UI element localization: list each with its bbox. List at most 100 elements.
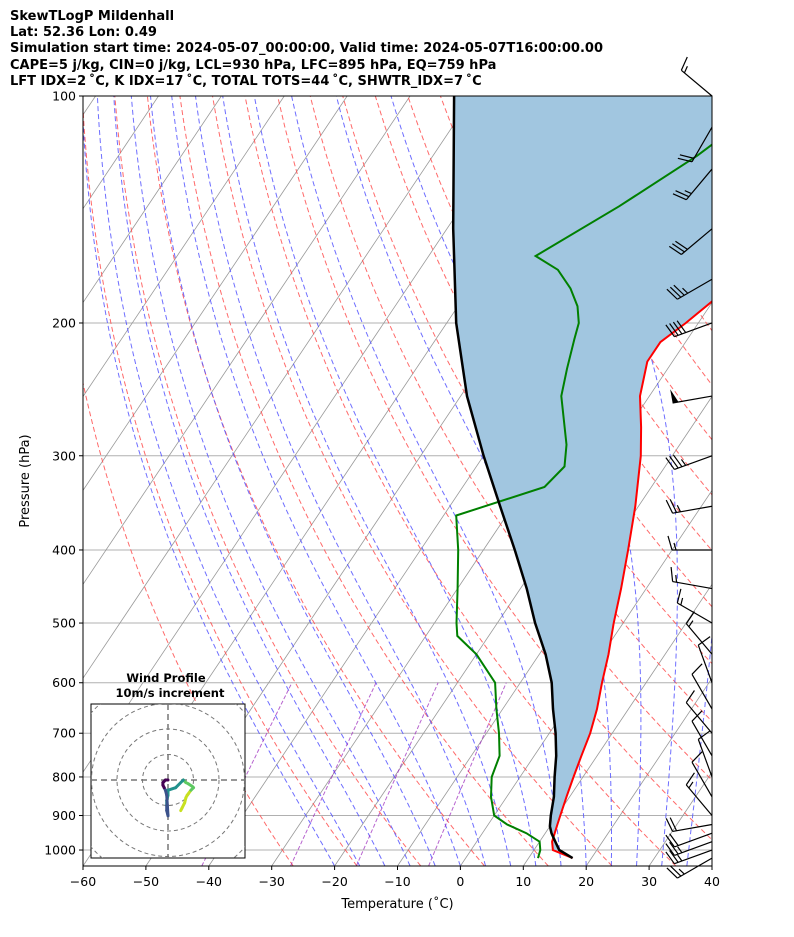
barb-full [675,240,688,250]
isotherm-line [83,96,96,116]
barb-full [680,56,688,71]
barb-half [688,781,694,789]
dry-adiabat-line [114,96,422,866]
barb-full [672,193,687,201]
barb-full [665,324,675,338]
barb-staff [685,702,713,734]
y-tick-label: 200 [52,315,76,330]
barb-full [665,457,675,470]
moist-adiabat-line [291,96,562,866]
wind-barb [667,535,712,551]
barb-pennant [670,389,679,404]
wind-barb [680,56,713,97]
barb-full [685,611,695,624]
barb-full [691,663,703,675]
barb-staff [685,784,713,816]
wind-barb [691,751,713,798]
barb-full [669,499,678,513]
dry-adiabat-line [505,96,712,441]
wind-barb [672,168,713,201]
barb-staff [672,823,713,833]
profile-lines-layer [451,96,712,860]
dry-adiabat-line [146,96,485,866]
y-tick-label: 400 [52,542,76,557]
barb-staff [697,739,713,778]
barb-staff [691,126,713,163]
time-line: Simulation start time: 2024-05-07_00:00:… [10,41,603,57]
barb-half [688,620,694,628]
barb-full [676,320,687,333]
x-tick-label: −60 [70,874,96,889]
barb-full [669,455,679,469]
wind-barb [697,730,713,778]
wind-barb [685,611,713,655]
y-tick-label: 700 [52,726,76,741]
x-axis-title: Temperature (˚C) [340,896,453,912]
barb-full [669,817,678,832]
indices-line-1: CAPE=5 j/kg, CIN=0 j/kg, LCL=930 hPa, LF… [10,57,497,73]
barb-full [672,321,683,335]
dry-adiabat-line [83,380,294,866]
barb-full [673,284,685,296]
moist-adiabat-line [83,111,336,866]
y-tick-label: 900 [52,808,76,823]
barb-full [669,865,682,877]
dry-adiabat-line [83,99,358,866]
barb-staff [677,857,713,879]
y-tick-label: 100 [52,89,76,104]
wind-barb [676,588,713,624]
dry-adiabat-line [212,96,613,866]
cape-area-layer [453,96,712,859]
wind-barb [670,389,713,404]
x-tick-label: 0 [456,874,464,889]
barb-full [669,286,682,298]
dewpoint-line [455,143,712,859]
barb-full [672,454,683,468]
wind-barb [665,320,713,338]
y-tick-label: 600 [52,675,76,690]
barb-half [680,597,684,606]
x-tick-label: 10 [515,874,531,889]
cape-area [453,96,712,859]
barb-staff [674,455,713,471]
barb-full [666,867,678,879]
wind-barb [668,228,713,255]
x-tick-label: −10 [384,874,410,889]
wind-barb [670,567,713,590]
barb-full [666,288,678,300]
barb-staff [674,841,713,856]
wind-barb [697,636,713,683]
temperature-line [551,300,712,860]
y-axis-ticks: 100 200 300 400 500 600 700 800 900 1000 [44,89,83,858]
isotherm-line [83,96,411,586]
barb-staff [685,623,713,655]
inset-title: Wind Profile [126,671,206,685]
parcel-line [451,96,574,860]
wind-barb [665,817,713,833]
barb-staff [680,69,713,97]
dry-adiabat-line [733,96,794,866]
dry-adiabat-line [309,96,712,781]
wind-barb [665,499,713,514]
x-tick-label: −30 [259,874,285,889]
hodograph-segment [165,793,170,818]
barb-full [677,157,693,163]
isotherm-line [397,395,712,866]
x-axis-ticks: −60 −50 −40 −30 −20 −10 0 10 20 30 40 [70,866,720,889]
isotherm-line [83,96,222,304]
barb-staff [672,581,713,590]
dry-adiabat-line [244,96,677,866]
wind-barb [665,841,713,856]
barb-half [683,65,688,74]
moist-adiabat-line [113,96,386,866]
barb-full [691,751,703,763]
moist-adiabat-line [150,96,436,866]
barb-staff [691,674,713,710]
indices-line-2: LFT IDX=2 ˚C, K IDX=17 ˚C, TOTAL TOTS=44… [10,73,482,89]
barb-half [682,287,689,294]
wind-barb [665,832,713,848]
moist-adiabat-line [222,96,512,866]
hodograph-content [91,704,245,858]
moist-adiabat-line [335,96,587,866]
barb-full [670,567,674,582]
